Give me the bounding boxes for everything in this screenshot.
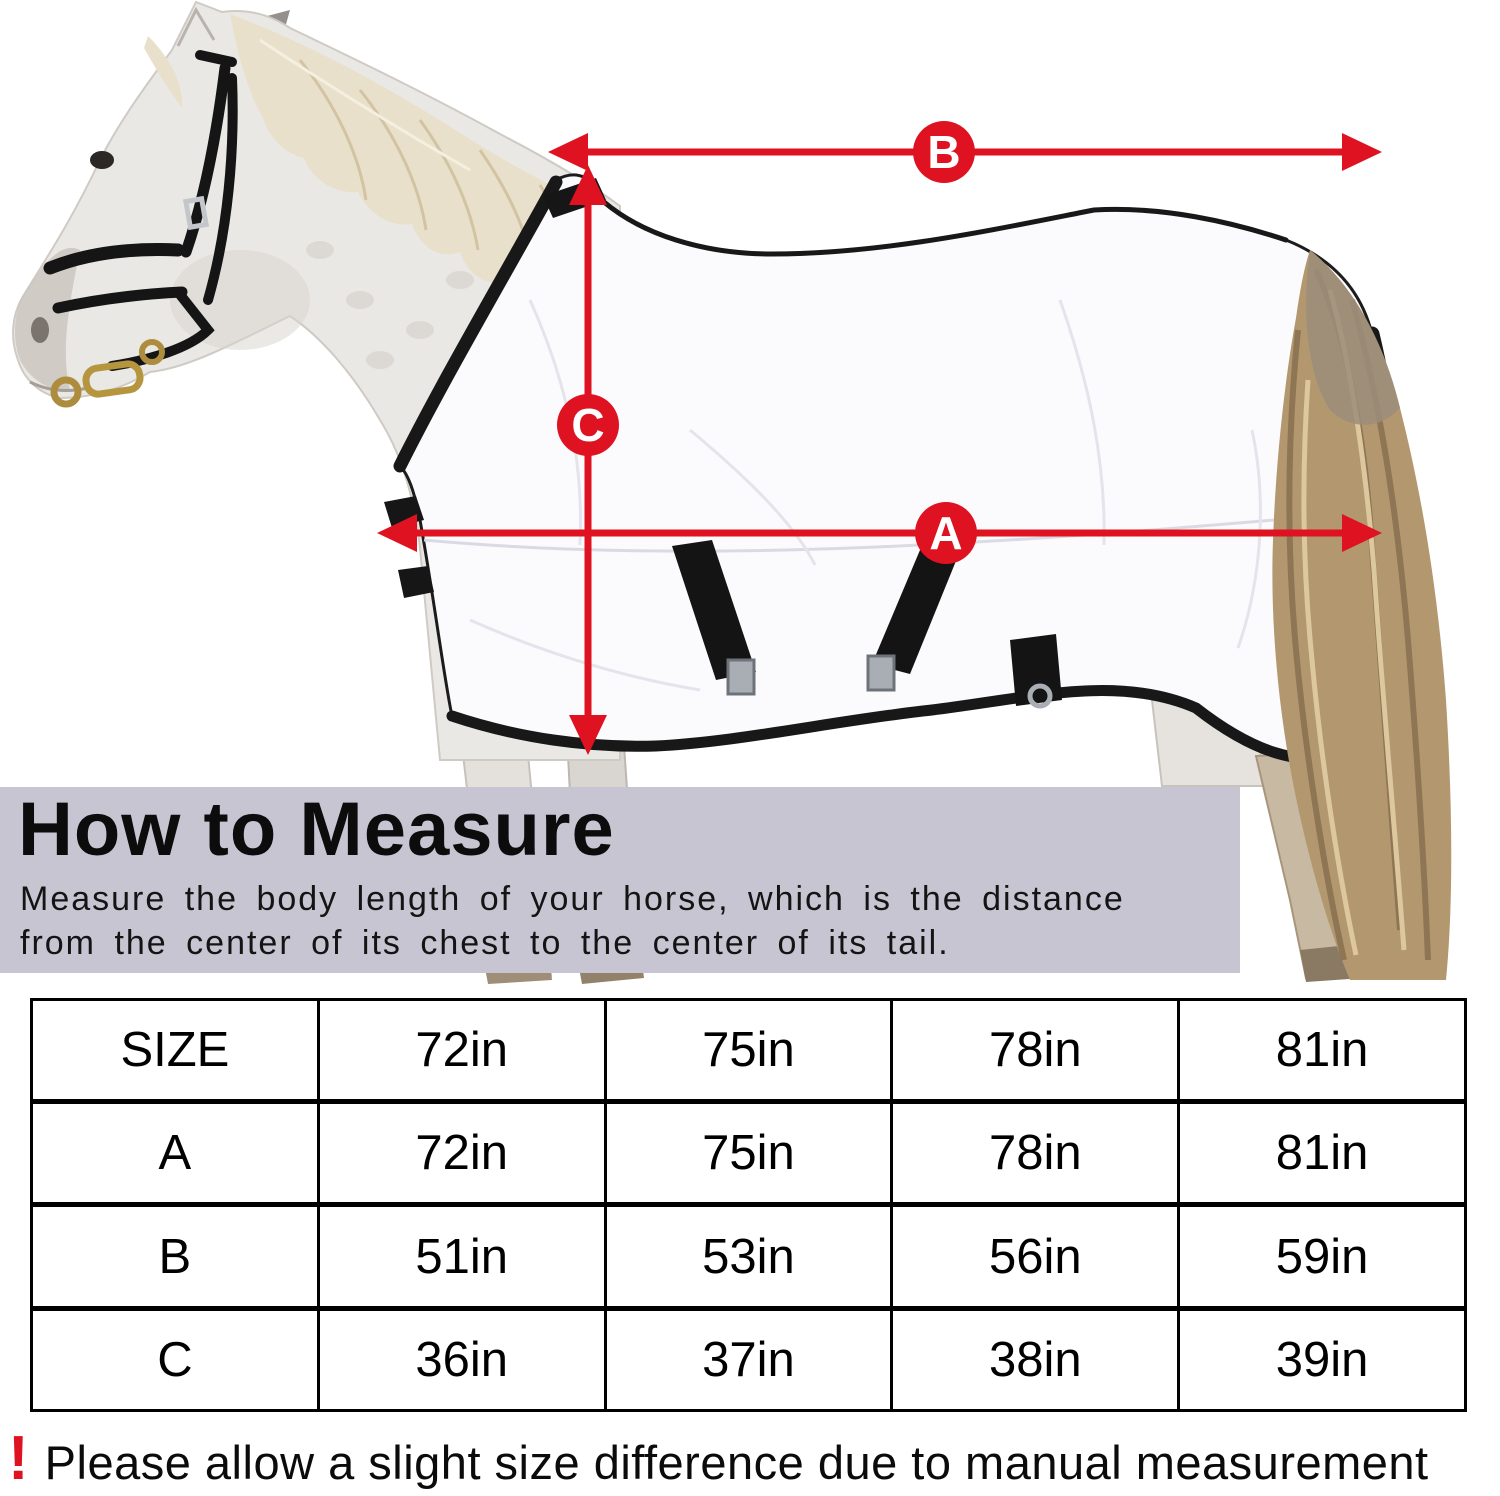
near-ear <box>176 6 216 47</box>
halter-noseband-bottom <box>52 286 188 314</box>
leg-strap-ring <box>1027 683 1053 709</box>
b-arrowhead-right-icon <box>1342 133 1382 171</box>
b-label-badge <box>913 121 975 183</box>
fly-sheet-blanket <box>384 173 1396 765</box>
row-b-val3: 56in <box>890 1202 1181 1311</box>
row-c-val1: 36in <box>316 1306 607 1412</box>
row-a-val1: 72in <box>316 1098 607 1207</box>
row-a-val3: 78in <box>890 1098 1181 1207</box>
table-header-size: SIZE <box>30 998 320 1103</box>
horse-tail <box>1272 250 1452 980</box>
a-arrowhead-right-icon <box>1342 514 1382 552</box>
row-a-val2: 75in <box>603 1098 894 1207</box>
c-label-badge <box>557 394 619 456</box>
warning-exclamation-icon: ! <box>8 1424 29 1493</box>
row-b-label: B <box>30 1202 320 1311</box>
c-label: C <box>571 399 604 451</box>
cheek-shading <box>170 250 310 350</box>
table-row-header: SIZE 72in 75in 78in 81in <box>30 998 1467 1103</box>
how-to-measure-text: Measure the body length of your horse, w… <box>20 877 1240 965</box>
brass-ring <box>50 376 82 408</box>
bottom-hem-trim <box>446 685 1350 765</box>
size-table: SIZE 72in 75in 78in 81in A 72in 75in 78i… <box>30 998 1467 1412</box>
row-b-val4: 59in <box>1177 1202 1467 1311</box>
row-c-label: C <box>30 1306 320 1412</box>
belly-straps <box>672 540 1062 709</box>
table-row-c: C 36in 37in 38in 39in <box>30 1306 1467 1412</box>
row-a-label: A <box>30 1098 320 1207</box>
table-row-a: A 72in 75in 78in 81in <box>30 1098 1467 1207</box>
table-header-col1: 72in <box>316 998 607 1103</box>
mane-highlight <box>259 38 471 172</box>
table-row-b: B 51in 53in 56in 59in <box>30 1202 1467 1311</box>
measurement-overlay: B A C <box>377 121 1382 755</box>
how-to-measure-panel: How to Measure Measure the body length o… <box>0 787 1240 973</box>
measurement-arrowheads <box>377 121 1382 755</box>
table-header-col2: 75in <box>603 998 894 1103</box>
mouth-line <box>29 380 89 392</box>
a-arrowhead-left-icon <box>377 514 417 552</box>
silver-buckle <box>182 195 210 231</box>
row-c-val3: 38in <box>890 1306 1181 1412</box>
row-a-val4: 81in <box>1177 1098 1467 1207</box>
row-b-val2: 53in <box>603 1202 894 1311</box>
row-c-val2: 37in <box>603 1306 894 1412</box>
forelock <box>144 36 183 108</box>
shoulder-trim <box>393 175 563 473</box>
b-label: B <box>927 126 960 178</box>
muzzle-shading <box>14 247 81 391</box>
halter-crown-strap <box>195 50 237 67</box>
how-to-measure-title: How to Measure <box>18 787 615 872</box>
how-to-measure-line2: from the center of its chest to the cent… <box>20 923 950 962</box>
back-piping <box>601 199 1289 257</box>
leg-strap <box>1010 634 1062 706</box>
halter-cheek-strap <box>180 62 231 258</box>
brass-clip <box>82 360 144 398</box>
table-header-col3: 78in <box>890 998 1181 1103</box>
halter-throat-strap <box>203 73 238 305</box>
chest-closure-tab-2 <box>398 566 434 598</box>
c-arrowhead-up-icon <box>569 165 607 205</box>
row-c-val4: 39in <box>1177 1306 1467 1412</box>
halter-noseband-top <box>43 243 185 275</box>
brass-ring-small <box>139 339 165 365</box>
b-arrowhead-left-icon <box>548 133 588 171</box>
c-arrowhead-down-icon <box>569 715 607 755</box>
eye <box>90 151 114 169</box>
halter <box>43 50 238 408</box>
disclaimer: ! Please allow a slight size difference … <box>8 1428 1500 1491</box>
a-label-badge <box>915 502 977 564</box>
strap-buckle-right <box>866 654 896 692</box>
strap-buckle-left <box>726 658 756 696</box>
nostril <box>31 317 49 343</box>
how-to-measure-line1: Measure the body length of your horse, w… <box>20 879 1125 918</box>
a-label: A <box>929 507 962 559</box>
row-b-val1: 51in <box>316 1202 607 1311</box>
belly-strap-right <box>872 550 958 674</box>
tail-dock <box>1306 250 1400 425</box>
table-header-col4: 81in <box>1177 998 1467 1103</box>
belly-strap-left <box>672 540 756 680</box>
disclaimer-text: Please allow a slight size difference du… <box>44 1436 1429 1489</box>
